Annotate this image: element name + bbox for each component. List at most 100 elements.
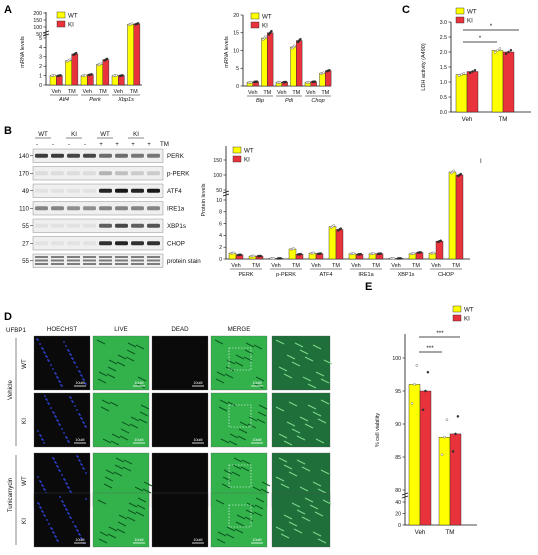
micro-cell-1-1-6 <box>139 411 149 417</box>
b-bar-ki-5 <box>335 229 344 260</box>
micro-cell-3-4-4 <box>280 533 290 539</box>
a-left-bar-wt-5 <box>127 24 134 86</box>
micro-row-genotype-2: WT <box>21 476 28 486</box>
micro-cell-1-3-5 <box>228 440 238 446</box>
chart-a-right: 0 5 10 15 20 mRNA levels Veh TM Veh TM Veh TM Bip P… <box>224 13 332 104</box>
micro-cell-1-4-13 <box>315 438 325 444</box>
micro-cell-1-1-13 <box>102 438 112 444</box>
a-left-low-tick-label-5: 5 <box>39 36 42 42</box>
a-right-dot-wt-0-2 <box>249 81 253 84</box>
micro-cell-1-4-11 <box>307 404 317 410</box>
micro-cell-2-4-5 <box>296 459 306 465</box>
a-right-xlabel-2: Veh <box>277 90 286 96</box>
panel-label-a: A <box>4 4 12 16</box>
b-dot-ki-1-2 <box>259 254 263 258</box>
chart-e-axis-break <box>401 492 409 499</box>
blot-protein-1: p-PERK <box>167 170 190 177</box>
a-right-dot-ki-1-2 <box>270 29 273 33</box>
blot-mw-2: 49 <box>22 188 29 195</box>
a-right-xlabel-5: TM <box>321 90 329 96</box>
micro-cell-2-1-5 <box>123 459 133 465</box>
e-high-tick-label-0: 80 <box>395 488 401 494</box>
micro-cell-1-3-9 <box>248 416 258 422</box>
blot-band-3-3 <box>83 206 96 211</box>
micro-cell-2-4-8 <box>283 464 293 470</box>
micro-scale-0-0: 10uM <box>76 381 85 385</box>
micro-tile-0-4 <box>271 335 331 391</box>
a-left-high-tick-label-2: 150 <box>33 18 42 24</box>
micro-cell-3-4-13 <box>291 502 301 508</box>
blot-genotype-0: WT <box>38 131 48 138</box>
micro-nucleus-0-34 <box>44 352 46 354</box>
c-xlabel-1: TM <box>499 116 508 123</box>
b-xlabel-3: TM <box>292 263 300 269</box>
micro-nucleus-1-20 <box>37 430 39 432</box>
micro-cell-1-1-0 <box>109 401 119 407</box>
micro-nucleus-3-19 <box>72 521 74 523</box>
a-left-gene-1: Perk <box>89 97 102 103</box>
micro-cell-1-1-5 <box>110 440 120 446</box>
legend-ki-c: KI <box>467 18 473 25</box>
b-xlabel-2: Veh <box>271 263 280 269</box>
micro-cell-2-4-4 <box>317 488 327 494</box>
micro-row-genotype-0: WT <box>21 359 28 369</box>
micro-nucleus-1-29 <box>70 397 72 399</box>
b-group-5: CHOP <box>438 272 454 278</box>
blot-band-5-0 <box>35 241 48 246</box>
micro-tile-1-0 <box>33 392 91 448</box>
micro-cell-3-3-11 <box>236 514 246 520</box>
b-dot-ki-5-2 <box>339 227 343 230</box>
chart-b-axis <box>225 146 470 260</box>
micro-cell-2-1-1 <box>103 483 113 489</box>
chart-e-sig-2: *** <box>426 345 434 352</box>
micro-cell-1-3-13 <box>220 438 230 444</box>
micro-cell-3-1-13 <box>128 502 138 508</box>
micro-tile-1-1 <box>92 392 150 448</box>
micro-nucleus-0-35 <box>81 375 83 377</box>
e-low-tick-label-1: 20 <box>395 511 401 517</box>
blot-band-1-6 <box>131 171 144 176</box>
c-tick-label-1: 0.5 <box>440 95 447 101</box>
a-left-gene-2: Xbp1s <box>117 97 134 103</box>
a-right-dot-wt-2-2 <box>278 81 282 84</box>
b-dot-ki-4-2 <box>319 252 323 255</box>
micro-nucleus-0-25 <box>61 385 63 387</box>
micro-cell-1-4-7 <box>291 428 301 434</box>
a-left-dot-ki-5-2 <box>136 22 140 25</box>
c-dot-wt-1-1 <box>496 49 499 52</box>
micro-cell-0-3-9 <box>235 354 245 360</box>
micro-nucleus-3-29 <box>42 511 44 513</box>
micro-cell-3-4-8 <box>296 509 306 515</box>
b-dot-ki-9-2 <box>419 251 423 254</box>
a-left-low-tick-label-3: 3 <box>39 55 42 61</box>
blot-band-2-7 <box>147 188 160 193</box>
c-dot-ki-1-1 <box>507 50 510 54</box>
b-dot-wt-5-2 <box>332 224 336 227</box>
blot-protein-5: CHOP <box>167 240 185 247</box>
a-left-xlabel-2: Veh <box>82 89 91 95</box>
micro-nucleus-2-36 <box>40 481 42 483</box>
micro-cell-0-1-7 <box>107 366 117 372</box>
micro-cell-3-1-9 <box>108 526 118 532</box>
micro-cell-1-3-7 <box>238 428 248 434</box>
micro-cell-3-3-4 <box>225 533 235 539</box>
blot-band-3-4 <box>99 206 112 211</box>
blot-tm-mark-6: + <box>131 141 135 148</box>
blot-band-0-0 <box>35 153 48 158</box>
c-bar-wt-0 <box>455 74 468 113</box>
legend-wt-c: WT <box>467 9 477 16</box>
a-left-dot-ki-4-2 <box>121 74 124 77</box>
micro-nucleus-1-19 <box>50 407 52 409</box>
micro-nucleus-2-21 <box>85 472 87 474</box>
micro-nucleus-0-36 <box>68 350 70 352</box>
blot-band-6-0-0 <box>35 256 48 258</box>
micro-cell-1-3-11 <box>258 404 268 410</box>
micro-nucleus-1-33 <box>68 441 70 443</box>
micro-cell-3-4-6 <box>288 521 298 527</box>
micro-nucleus-1-26 <box>59 424 61 426</box>
micro-cell-2-1-9 <box>143 481 153 487</box>
b-dot-wt-8-2 <box>392 257 396 260</box>
micro-cell-1-3-2 <box>237 435 247 441</box>
panel-label-b: B <box>4 125 12 137</box>
micro-nucleus-0-21 <box>63 341 65 343</box>
